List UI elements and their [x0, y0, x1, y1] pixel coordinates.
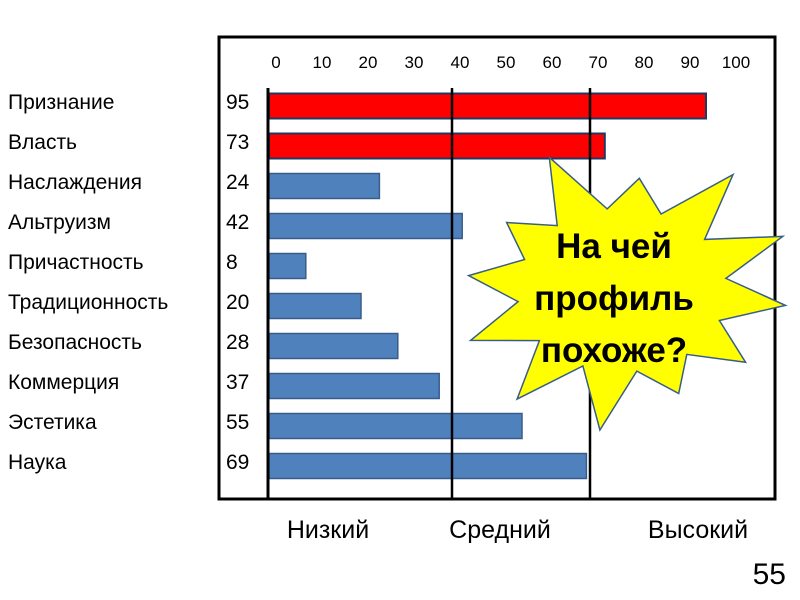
- zone-labels: Низкий Средний Высокий: [287, 516, 748, 544]
- category-label-1: Признание: [8, 91, 114, 114]
- bar-1: [268, 92, 707, 120]
- tick-label-100: 100: [722, 53, 750, 72]
- category-label-8: Коммерция: [8, 371, 119, 394]
- callout-line-1: На чей: [556, 227, 672, 266]
- tick-label-60: 60: [543, 53, 562, 72]
- slide-number: 55: [752, 558, 786, 591]
- bar-6: [268, 292, 362, 320]
- value-label-4: 42: [226, 211, 249, 234]
- zone-label-2: Средний: [449, 516, 551, 544]
- value-label-7: 28: [226, 331, 249, 354]
- value-label-8: 37: [226, 371, 249, 394]
- bar-2: [268, 132, 606, 160]
- starburst-shape: [466, 155, 788, 432]
- value-labels: 95 73 24 42 8 20 28 37 55 69: [226, 91, 250, 474]
- bar-7: [268, 332, 399, 360]
- zone-label-3: Высокий: [648, 516, 748, 544]
- bars-group: [268, 92, 707, 480]
- category-label-6: Традиционность: [8, 291, 168, 314]
- value-label-9: 55: [226, 411, 249, 434]
- tick-label-0: 0: [271, 53, 280, 72]
- callout-line-2: профиль: [534, 279, 694, 318]
- bar-4: [268, 212, 463, 240]
- callout-starburst: На чей профиль похоже?: [466, 155, 788, 432]
- category-label-3: Наслаждения: [8, 171, 142, 194]
- tick-label-70: 70: [589, 53, 608, 72]
- plot-frame-border: [217, 35, 777, 501]
- bar-3: [268, 172, 381, 200]
- category-label-7: Безопасность: [8, 331, 142, 354]
- tick-label-90: 90: [681, 53, 700, 72]
- bar-5: [268, 252, 307, 280]
- category-label-9: Эстетика: [8, 411, 97, 434]
- tick-label-40: 40: [451, 53, 470, 72]
- bar-10: [268, 452, 588, 480]
- value-label-2: 73: [226, 131, 249, 154]
- value-label-5: 8: [226, 251, 238, 274]
- tick-label-50: 50: [497, 53, 516, 72]
- category-label-4: Альтруизм: [8, 211, 111, 234]
- tick-label-30: 30: [405, 53, 424, 72]
- category-label-2: Власть: [8, 131, 77, 154]
- tick-labels: 0 10 20 30 40 50 60 70 80 90 100: [271, 53, 750, 72]
- plot-frame: [217, 35, 777, 501]
- tick-label-20: 20: [359, 53, 378, 72]
- bar-8: [268, 372, 440, 400]
- category-labels: Признание Власть Наслаждения Альтруизм Прича…: [8, 91, 168, 474]
- bar-9: [268, 412, 523, 440]
- category-label-5: Причастность: [8, 251, 144, 274]
- callout-line-3: похоже?: [541, 331, 687, 370]
- tick-label-10: 10: [313, 53, 332, 72]
- value-label-10: 69: [226, 451, 249, 474]
- category-label-10: Наука: [8, 451, 67, 474]
- zone-label-1: Низкий: [287, 516, 369, 544]
- callout-text: На чей профиль похоже?: [534, 227, 694, 370]
- value-label-1: 95: [226, 91, 249, 114]
- value-label-6: 20: [226, 291, 249, 314]
- value-label-3: 24: [226, 171, 250, 194]
- tick-label-80: 80: [635, 53, 654, 72]
